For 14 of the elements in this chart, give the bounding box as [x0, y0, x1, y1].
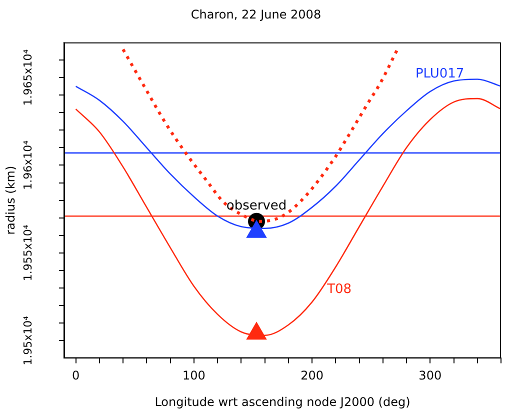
chart-title: Charon, 22 June 2008 [190, 7, 322, 22]
series-label: PLU017 [415, 66, 464, 82]
x-tick-label: 0 [72, 368, 80, 383]
y-tick-label: 1.965x10⁴ [22, 48, 35, 106]
x-tick-label: 200 [300, 368, 324, 383]
x-tick-label: 300 [418, 368, 442, 383]
y-tick-label: 1.95x10⁴ [22, 315, 35, 366]
y-axis-title: radius (km) [3, 166, 18, 235]
y-tick-label: 1.955x10⁴ [22, 224, 35, 282]
x-axis-title: Longitude wrt ascending node J2000 (deg) [154, 394, 410, 409]
x-tick-label: 100 [182, 368, 206, 383]
series-label: T08 [326, 282, 352, 297]
annotation: observed [226, 198, 287, 214]
y-tick-label: 1.96x10⁴ [22, 140, 35, 190]
